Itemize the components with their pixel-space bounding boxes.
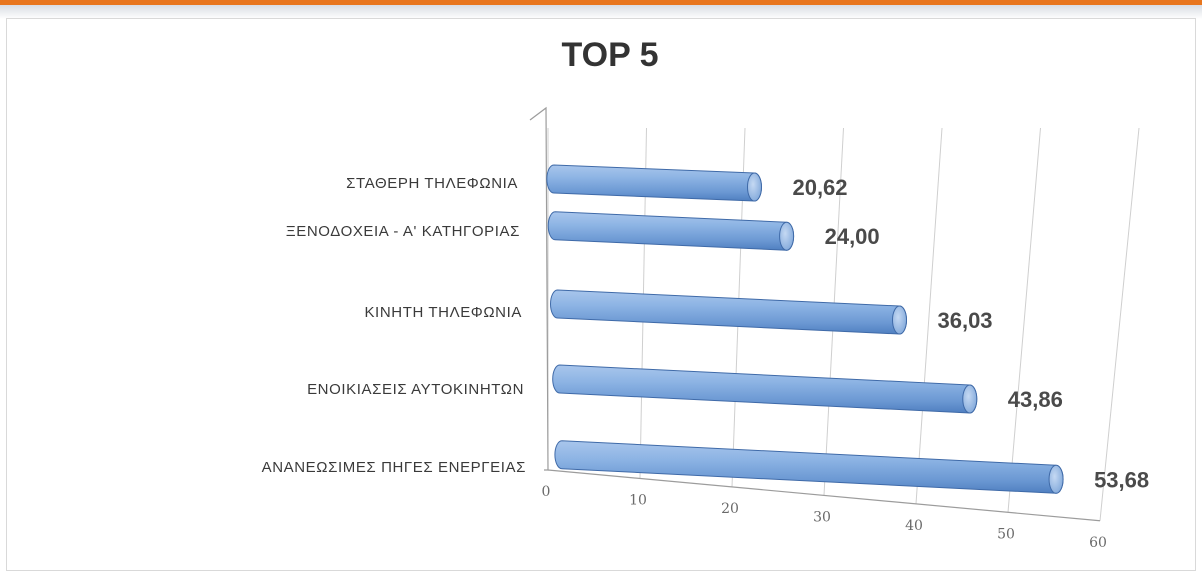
bar-body xyxy=(554,440,1064,494)
value-label: 43,86 xyxy=(1008,387,1063,412)
bar-body xyxy=(550,289,907,335)
bar xyxy=(554,440,1064,494)
bar xyxy=(550,289,907,335)
bar-end-cap xyxy=(891,305,907,335)
bars xyxy=(546,164,1064,494)
bar xyxy=(546,164,762,202)
category-label: ΑΝΑΝΕΩΣΙΜΕΣ ΠΗΓΕΣ ΕΝΕΡΓΕΙΑΣ xyxy=(262,459,526,476)
x-tick-label: 0 xyxy=(542,484,551,500)
bar-body xyxy=(552,364,978,414)
chart-title: TOP 5 xyxy=(561,36,658,74)
value-label: 24,00 xyxy=(825,224,880,249)
bar-body xyxy=(547,211,795,251)
x-tick-label: 60 xyxy=(1089,535,1107,551)
x-tick-label: 30 xyxy=(813,509,831,525)
bar-end-cap xyxy=(1048,464,1064,494)
x-tick-label: 10 xyxy=(629,492,647,508)
bar xyxy=(547,211,795,251)
top-shadow xyxy=(0,5,1202,19)
value-label: 36,03 xyxy=(937,308,992,333)
category-label: ΚΙΝΗΤΗ ΤΗΛΕΦΩΝΙΑ xyxy=(364,304,522,321)
gridline xyxy=(915,127,943,504)
labels: 0 10 20 30 40 50 60 ΣΤΑΘΕΡΗ ΤΗΛΕΦΩΝΙΑ 20,62 ΞΕΝΟΔ… xyxy=(262,175,1150,551)
x-tick-label: 20 xyxy=(721,501,739,517)
y-axis-wall xyxy=(529,106,549,471)
gridline xyxy=(1007,127,1041,513)
bar-end-cap xyxy=(962,384,978,414)
axes xyxy=(529,106,1101,522)
bar-end-cap xyxy=(779,221,795,251)
value-label: 53,68 xyxy=(1094,467,1149,492)
category-label: ΞΕΝΟΔΟΧΕΙΑ - Α' ΚΑΤΗΓΟΡΙΑΣ xyxy=(286,223,520,240)
bar-body xyxy=(546,164,762,202)
x-axis-baseline xyxy=(547,469,1101,522)
gridline xyxy=(1099,127,1140,521)
bar xyxy=(552,364,978,414)
bar-end-cap xyxy=(746,172,762,202)
category-label: ΣΤΑΘΕΡΗ ΤΗΛΕΦΩΝΙΑ xyxy=(346,175,518,192)
value-label: 20,62 xyxy=(792,175,847,200)
x-tick-label: 40 xyxy=(905,518,923,534)
x-tick-label: 50 xyxy=(997,526,1015,542)
category-label: ΕΝΟΙΚΙΑΣΕΙΣ ΑΥΤΟΚΙΝΗΤΩΝ xyxy=(307,381,524,398)
top-accent-bar xyxy=(0,0,1202,5)
